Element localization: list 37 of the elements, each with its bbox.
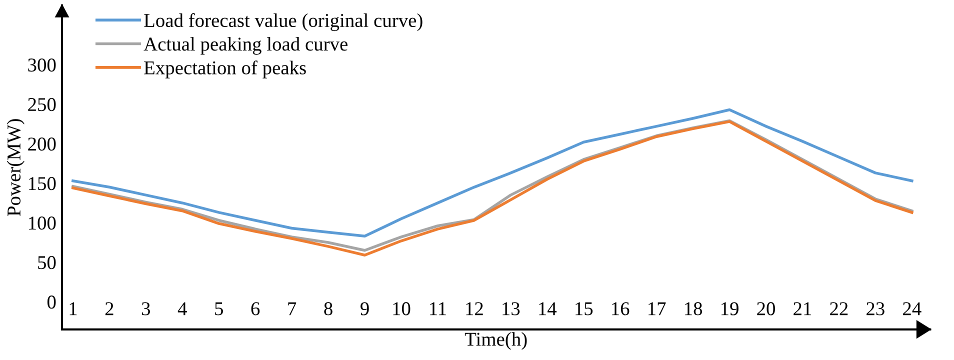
y-tick-label: 50 — [38, 256, 56, 270]
x-tick-label: 2 — [105, 302, 114, 316]
x-tick-label: 10 — [393, 302, 410, 316]
x-tick-label: 1 — [70, 302, 77, 316]
x-tick-label: 21 — [794, 302, 812, 316]
x-tick-label: 13 — [502, 302, 520, 316]
x-tick-label: 3 — [142, 302, 150, 316]
line-series — [72, 108, 914, 238]
x-tick-label: 6 — [251, 302, 260, 316]
x-tick-label: 20 — [757, 302, 775, 316]
y-tick-label: 150 — [29, 177, 56, 190]
x-tick-label: 22 — [830, 302, 848, 316]
legend-label: Expectation of peaks — [144, 60, 306, 78]
x-tick-label: 11 — [430, 302, 446, 316]
x-tick-label: 16 — [612, 302, 630, 316]
y-tick-label: 0 — [47, 296, 56, 309]
x-tick-label: 24 — [903, 302, 922, 316]
legend-label: Load forecast value (original curve) — [144, 13, 422, 32]
legend-label: Actual peaking load curve — [144, 37, 348, 55]
y-tick-label: 250 — [28, 98, 56, 112]
x-tick-label: 8 — [324, 302, 332, 316]
x-tick-label: 4 — [178, 302, 187, 316]
x-tick-label: 14 — [539, 302, 557, 316]
x-tick-label: 18 — [685, 302, 702, 316]
x-axis-title: Time(h) — [464, 332, 527, 350]
y-tick-label: 300 — [28, 58, 56, 72]
x-tick-label: 23 — [866, 302, 884, 316]
x-tick-label: 12 — [466, 302, 483, 316]
x-tick-label: 7 — [288, 302, 296, 316]
x-tick-label: 15 — [576, 302, 593, 316]
x-tick-label: 17 — [648, 302, 666, 316]
y-tick-label: 200 — [28, 138, 56, 151]
y-axis-title: Power(MW) — [6, 119, 25, 216]
x-tick-label: 5 — [215, 302, 223, 316]
x-tick-label: 9 — [360, 302, 369, 316]
y-tick-label: 100 — [29, 216, 56, 230]
x-tick-label: 19 — [722, 302, 738, 316]
